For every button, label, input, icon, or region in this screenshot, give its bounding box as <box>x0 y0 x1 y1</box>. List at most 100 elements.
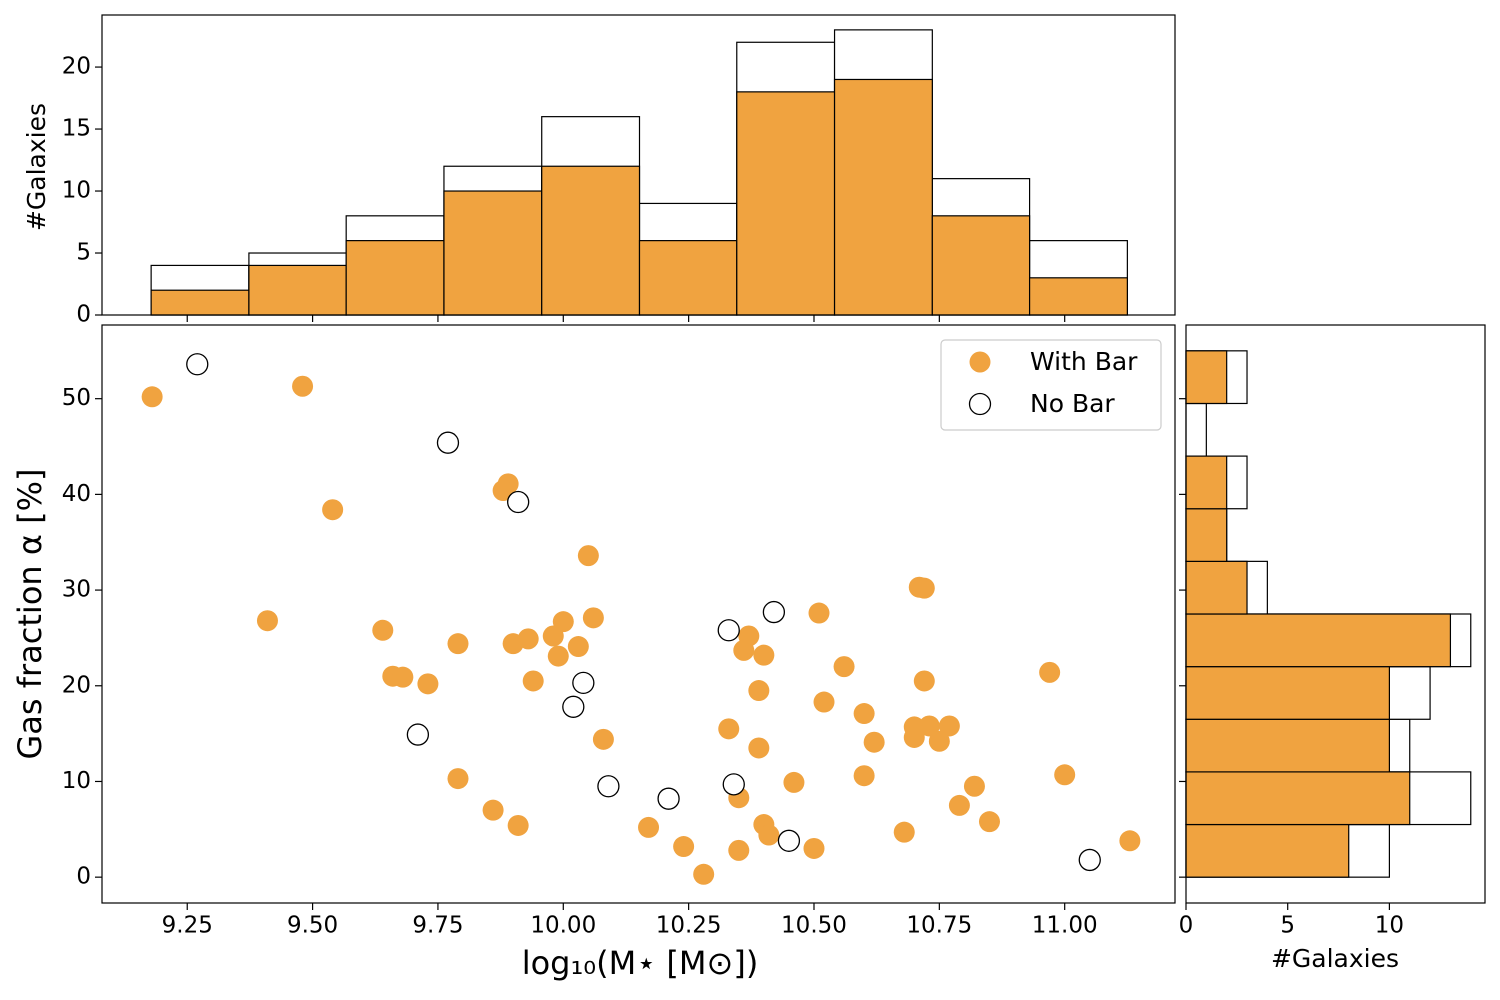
scatter-point <box>562 695 585 718</box>
scatter-point <box>447 633 469 655</box>
x-tick-label: 9.75 <box>412 913 463 939</box>
histogram-bar <box>1185 455 1228 510</box>
scatter-point <box>928 730 950 752</box>
y-tick-label: 10 <box>62 178 91 204</box>
x-tick-label: 5 <box>1280 913 1295 939</box>
scatter-point <box>748 680 770 702</box>
scatter-point <box>372 619 394 641</box>
scatter-point <box>693 863 715 885</box>
x-tick-label: 10.25 <box>656 913 722 939</box>
scatter-point <box>913 670 935 692</box>
histogram-bar <box>736 91 836 316</box>
y-tick-label: 10 <box>62 768 91 794</box>
scatter-point <box>552 611 574 633</box>
scatter-point <box>1078 848 1101 872</box>
y-tick-label: 0 <box>76 302 91 328</box>
scatter-point <box>436 431 460 454</box>
scatter-point <box>918 715 940 737</box>
scatter-point <box>657 787 680 810</box>
histogram-bar <box>1185 402 1207 457</box>
scatter-point <box>673 836 695 858</box>
histogram-bar <box>638 240 738 316</box>
scatter-point <box>863 731 885 753</box>
x-tick-label: 10.00 <box>530 913 596 939</box>
scatter-point <box>597 775 620 798</box>
x-axis-label: log₁₀(M⋆ [M⊙]) <box>522 944 759 982</box>
histogram-bar <box>1185 560 1248 615</box>
x-tick-label: 0 <box>1179 913 1194 939</box>
scatter-point <box>577 545 599 567</box>
histogram-bar <box>1185 613 1452 668</box>
scatter-point <box>1119 830 1141 852</box>
y-tick-label: 50 <box>62 385 91 411</box>
legend-box <box>940 339 1162 431</box>
histogram-bar <box>345 240 445 316</box>
scatter-point <box>417 673 439 695</box>
scatter-point <box>517 628 539 650</box>
scatter-point <box>186 353 209 376</box>
scatter-point <box>762 600 786 624</box>
x-tick-label: 9.25 <box>162 913 213 939</box>
histogram-bar <box>1185 823 1350 878</box>
x-tick-label: 9.50 <box>287 913 338 939</box>
scatter-point <box>948 794 970 816</box>
scatter-point <box>903 726 925 748</box>
legend-marker <box>969 351 991 373</box>
histogram-bar <box>833 78 933 316</box>
y-tick-label: 5 <box>76 240 91 266</box>
y-tick-label: 30 <box>62 577 91 603</box>
scatter-point <box>638 816 660 838</box>
scatter-point <box>507 490 530 514</box>
histogram-bar <box>443 190 543 316</box>
scatter-point <box>758 824 780 846</box>
scatter-point <box>813 691 835 713</box>
scatter-point <box>482 799 504 821</box>
scatter-point <box>1039 661 1061 683</box>
scatter-point <box>322 499 344 521</box>
axes-frame <box>101 324 1176 904</box>
scatter-point <box>728 839 750 861</box>
scatter-point <box>292 375 314 397</box>
y-tick-label: 20 <box>62 54 91 80</box>
histogram-bar <box>1185 771 1411 826</box>
scatter-point <box>547 645 569 667</box>
y-axis-label: Gas fraction α [%] <box>11 469 49 760</box>
scatter-point <box>406 723 430 746</box>
scatter-point <box>507 814 529 836</box>
histogram-bar <box>1185 718 1391 773</box>
histogram-bar <box>541 165 641 316</box>
scatter-point <box>447 768 469 790</box>
y-tick-label: 40 <box>62 481 91 507</box>
y-axis-label: #Galaxies <box>22 103 51 231</box>
histogram-bar <box>1185 666 1391 720</box>
scatter-point <box>582 607 604 629</box>
axes-frame <box>1185 324 1486 904</box>
x-tick-label: 11.00 <box>1032 913 1098 939</box>
legend-label: No Bar <box>1030 389 1115 418</box>
scatter-point <box>567 636 589 658</box>
y-tick-label: 15 <box>62 116 91 142</box>
scatter-point <box>978 811 1000 833</box>
scatter-point <box>808 602 830 624</box>
histogram-bar <box>150 289 250 316</box>
scatter-point <box>141 386 163 408</box>
axes-frame <box>101 14 1176 316</box>
scatter-point <box>803 837 825 859</box>
scatter-point <box>392 666 414 688</box>
scatter-point <box>256 610 278 632</box>
x-axis-label: #Galaxies <box>1271 944 1399 973</box>
scatter-point <box>913 577 935 599</box>
scatter-point <box>522 670 544 692</box>
histogram-bar <box>248 264 347 316</box>
scatter-point <box>722 773 745 796</box>
legend-label: With Bar <box>1030 347 1138 376</box>
histogram-bar <box>1028 277 1128 316</box>
histogram-bar <box>931 215 1031 316</box>
scatter-point <box>1054 764 1076 786</box>
y-tick-label: 0 <box>76 864 91 890</box>
scatter-point <box>492 480 514 502</box>
legend-marker <box>968 392 992 416</box>
scatter-point <box>853 703 875 725</box>
scatter-point <box>783 771 805 793</box>
